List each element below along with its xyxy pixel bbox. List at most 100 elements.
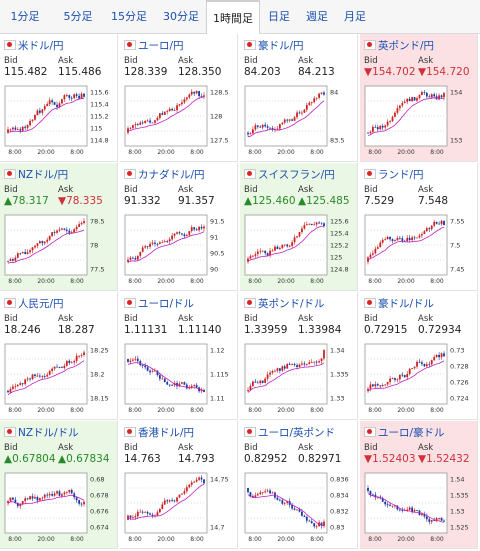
candle-body	[171, 235, 174, 240]
candle-body	[374, 384, 377, 387]
price-chart[interactable]: 14.75 14.7 8:00 20:00 8:00	[123, 471, 235, 545]
candle-body	[296, 112, 298, 118]
candle-body	[78, 355, 80, 357]
candle-body	[403, 240, 406, 242]
candle-body	[438, 95, 440, 100]
rate-card[interactable]: 人民元/円 Bid 18.246 Ask 18.287 18.25 18.2 18.15 8:0…	[0, 292, 118, 420]
y-axis-label: 153	[450, 137, 462, 145]
bid-value: 1.11131	[124, 324, 168, 336]
pair-title-link[interactable]: 英ポンド/ドル	[244, 295, 325, 311]
price-chart[interactable]: 115.6 115.4 115.2 115 114.8 8:00 20:00 8:00	[3, 84, 115, 158]
candle-body	[323, 223, 325, 227]
tab-0[interactable]: 1分足	[4, 0, 46, 33]
candle-body	[188, 484, 191, 488]
pair-title-link[interactable]: ユーロ/英ポンド	[244, 424, 335, 440]
price-chart[interactable]: 78.5 78 77.5 8:00 20:00 8:00	[3, 213, 115, 287]
y-axis-label: 0.726	[450, 379, 469, 387]
rate-card[interactable]: 英ポンド/円 Bid ▼154.702 Ask ▼154.720 154 153 8:00 20…	[360, 34, 478, 162]
price-chart[interactable]: 125.6 125.4 125.2 125 124.8 8:00 20:00 8:00	[243, 213, 355, 287]
candle-body	[198, 91, 200, 97]
candle-body	[38, 110, 41, 113]
pair-title-link[interactable]: 豪ドル/ドル	[364, 295, 434, 311]
rate-card[interactable]: カナダドル/円 Bid 91.332 Ask 91.357 91.5 91 90.5 90 8:0…	[120, 163, 238, 291]
price-chart[interactable]: 0.68 0.678 0.676 0.674 8:00 20:00 8:00	[3, 471, 115, 545]
candle-body	[413, 97, 416, 101]
pair-title-link[interactable]: ユーロ/円	[124, 37, 184, 53]
rate-card[interactable]: 豪ドル/ドル Bid 0.72915 Ask 0.72934 0.73 0.728 0.726…	[360, 292, 478, 420]
candle-body	[154, 242, 156, 244]
price-chart[interactable]: 91.5 91 90.5 90 8:00 20:00 8:00	[123, 213, 235, 287]
candle-body	[315, 526, 318, 528]
pair-title-link[interactable]: ユーロ/豪ドル	[364, 424, 445, 440]
price-chart[interactable]: 18.25 18.2 18.15 8:00 20:00 8:00	[3, 342, 115, 416]
candle-body	[266, 253, 269, 256]
y-axis-label: 78	[90, 242, 98, 250]
pair-title-link[interactable]: 人民元/円	[4, 295, 64, 311]
candle-body	[418, 361, 421, 363]
candle-body	[193, 385, 196, 387]
rate-card[interactable]: ユーロ/円 Bid 128.339 Ask 128.350 128.5 128 127.5 8:…	[120, 34, 238, 162]
pair-title-link[interactable]: スイスフラン/円	[244, 166, 335, 182]
x-axis-label: 8:00	[70, 278, 84, 285]
price-chart[interactable]: 84 83.5 8:00 20:00 8:00	[243, 84, 355, 158]
candle-body	[156, 370, 159, 376]
rate-card[interactable]: 米ドル/円 Bid 115.482 Ask 115.486 115.6 115.4 115.2…	[0, 34, 118, 162]
rate-card[interactable]: 豪ドル/円 Bid 84.203 Ask 84.213 84 83.5 8:00 20:00 8:…	[240, 34, 358, 162]
tab-3[interactable]: 30分足	[160, 0, 202, 33]
pair-title-link[interactable]: 豪ドル/円	[244, 37, 304, 53]
price-chart[interactable]: 0.836 0.834 0.832 0.83 8:00 20:00 8:00	[243, 471, 355, 545]
pair-title-link[interactable]: 英ポンド/円	[364, 37, 434, 53]
pair-title-link[interactable]: ランド/円	[364, 166, 424, 182]
pair-title-link[interactable]: ユーロ/ドル	[124, 295, 194, 311]
price-chart[interactable]: 1.34 1.335 1.33 8:00 20:00 8:00	[243, 342, 355, 416]
tab-6[interactable]: 週足	[300, 0, 334, 33]
rate-card[interactable]: NZドル/ドル Bid ▲0.67804 Ask ▲0.67834 0.68 0.678 0.…	[0, 421, 118, 549]
pair-title-link[interactable]: カナダドル/円	[124, 166, 205, 182]
candle-body	[29, 250, 31, 253]
x-axis-label: 8:00	[368, 278, 382, 285]
rate-card[interactable]: NZドル/円 Bid ▲78.317 Ask ▼78.335 78.5 78 77.5 8:00…	[0, 163, 118, 291]
candle-body	[254, 125, 257, 130]
rate-card[interactable]: ランド/円 Bid 7.529 Ask 7.548 7.55 7.5 7.45 8:00 20:0…	[360, 163, 478, 291]
y-axis-label: 1.115	[210, 371, 229, 379]
x-axis-label: 20:00	[397, 407, 414, 414]
candle-body	[198, 477, 200, 480]
pair-title-link[interactable]: 香港ドル/円	[124, 424, 194, 440]
price-chart[interactable]: 0.73 0.728 0.726 0.724 8:00 20:00 8:00	[363, 342, 475, 416]
rate-card[interactable]: ユーロ/ドル Bid 1.11131 Ask 1.11140 1.12 1.115 1.11 8…	[120, 292, 238, 420]
chart-plot-area	[244, 472, 328, 534]
price-chart[interactable]: 1.54 1.535 1.53 1.525 8:00 20:00 8:00	[363, 471, 475, 545]
tab-4[interactable]: 1時間足	[206, 0, 260, 34]
tab-7[interactable]: 月足	[338, 0, 372, 33]
candle-body	[423, 231, 426, 234]
price-chart[interactable]: 154 153 8:00 20:00 8:00	[363, 84, 475, 158]
x-axis-label: 20:00	[397, 536, 414, 543]
tab-5[interactable]: 日足	[262, 0, 296, 33]
candle-body	[264, 124, 267, 127]
y-axis-label: 0.83	[330, 524, 344, 532]
candle-body	[396, 379, 399, 381]
candle-body	[308, 520, 311, 522]
rate-card[interactable]: 香港ドル/円 Bid 14.763 Ask 14.793 14.75 14.7 8:00 20:…	[120, 421, 238, 549]
y-axis-label: 14.7	[210, 524, 224, 532]
pair-title-link[interactable]: NZドル/ドル	[4, 424, 79, 440]
candle-body	[301, 363, 303, 365]
y-axis-label: 1.525	[450, 524, 469, 532]
rate-card[interactable]: ユーロ/豪ドル Bid ▼1.52403 Ask ▼1.52432 1.54 1.535 1.…	[360, 421, 478, 549]
rate-card[interactable]: スイスフラン/円 Bid ▲125.460 Ask ▲125.485 125.6 125.4…	[240, 163, 358, 291]
y-axis-label: 0.68	[90, 476, 104, 484]
pair-title-link[interactable]: 米ドル/円	[4, 37, 64, 53]
pair-title-link[interactable]: NZドル/円	[4, 166, 68, 182]
price-chart[interactable]: 1.12 1.115 1.11 8:00 20:00 8:00	[123, 342, 235, 416]
moving-average-line	[367, 226, 445, 261]
rate-card[interactable]: 英ポンド/ドル Bid 1.33959 Ask 1.33984 1.34 1.335 1.33…	[240, 292, 358, 420]
x-axis-label: 8:00	[128, 278, 142, 285]
candle-body	[283, 244, 286, 246]
price-chart[interactable]: 128.5 128 127.5 8:00 20:00 8:00	[123, 84, 235, 158]
rate-card[interactable]: ユーロ/英ポンド Bid 0.82952 Ask 0.82971 0.836 0.834 0.…	[240, 421, 358, 549]
price-chart[interactable]: 7.55 7.5 7.45 8:00 20:00 8:00	[363, 213, 475, 287]
tab-1[interactable]: 5分足	[58, 0, 98, 33]
candle-body	[384, 501, 387, 505]
candle-body	[19, 253, 22, 255]
tab-2[interactable]: 15分足	[106, 0, 152, 33]
